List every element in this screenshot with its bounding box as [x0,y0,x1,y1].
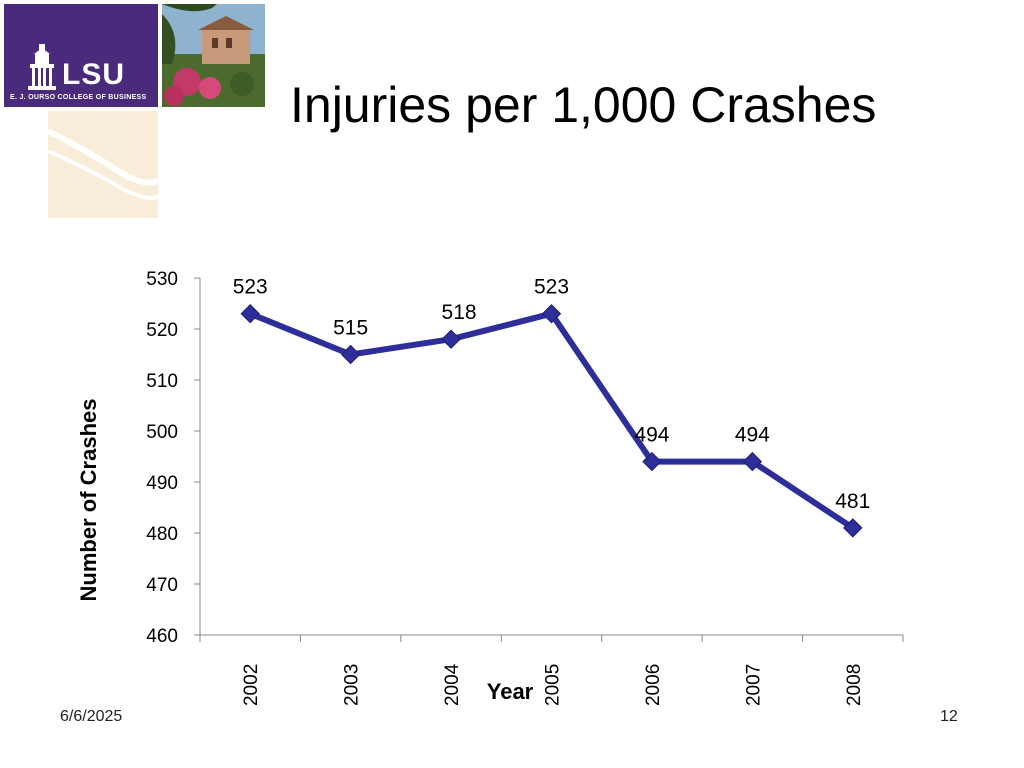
x-tick-label: 2007 [743,664,764,706]
y-tick-label: 470 [146,575,178,596]
series-line [249,310,855,531]
x-tick-label: 2008 [844,664,865,706]
data-label: 494 [735,424,770,447]
data-point-marker [742,451,763,472]
x-tick-label: 2004 [442,663,463,706]
lsu-logo: LSU E. J. OURSO COLLEGE OF BUSINESS [4,4,158,107]
x-tick-label: 2005 [543,664,564,706]
y-axis-title: Number of Crashes [76,399,101,602]
footer-date: 6/6/2025 [60,708,123,725]
data-label: 494 [634,424,669,447]
data-label: 481 [835,490,870,513]
data-label: 523 [233,276,268,299]
y-tick-label: 520 [146,320,178,341]
y-tick-label: 480 [146,524,178,545]
y-tick-label: 490 [146,473,178,494]
y-tick-label: 530 [146,269,178,290]
slide-title: Injuries per 1,000 Crashes [290,77,877,133]
campus-photo [162,4,265,107]
data-point-marker [441,329,461,349]
data-label: 515 [333,317,368,340]
data-label: 523 [534,276,569,299]
page-number: 12 [940,708,958,725]
data-label: 518 [442,301,477,324]
y-tick-label: 460 [146,626,178,647]
data-point-marker [642,451,662,472]
x-tick-label: 2006 [643,664,664,706]
y-tick-label: 510 [146,371,178,392]
data-point-marker [240,303,260,324]
building-seal-icon [28,44,56,90]
logo-subtitle: E. J. OURSO COLLEGE OF BUSINESS [10,94,147,101]
data-point-marker [541,303,562,324]
data-point-marker [340,344,361,365]
decorative-swoosh [48,111,158,218]
x-axis-title: Year [487,679,534,704]
x-tick-label: 2002 [241,664,262,706]
swoosh-graphic [48,128,158,200]
x-tick-label: 2003 [342,664,363,706]
data-point-marker [843,518,863,538]
y-tick-label: 500 [146,422,178,443]
logo-wordmark: LSU [62,58,125,91]
campus-photo-image [162,4,265,107]
